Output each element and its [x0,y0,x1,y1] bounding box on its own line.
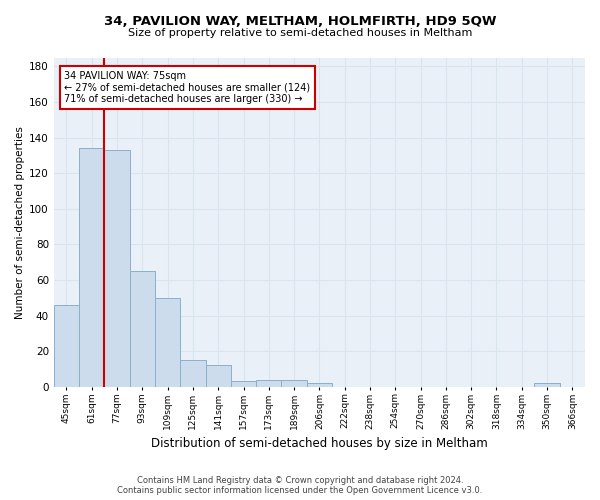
Bar [104,150,130,386]
Bar [130,271,155,386]
Y-axis label: Number of semi-detached properties: Number of semi-detached properties [15,126,25,318]
Bar [180,360,206,386]
Text: Size of property relative to semi-detached houses in Meltham: Size of property relative to semi-detach… [128,28,472,38]
X-axis label: Distribution of semi-detached houses by size in Meltham: Distribution of semi-detached houses by … [151,437,488,450]
Bar [256,380,281,386]
Bar [307,383,332,386]
Bar [535,383,560,386]
Bar [155,298,180,386]
Text: Contains HM Land Registry data © Crown copyright and database right 2024.
Contai: Contains HM Land Registry data © Crown c… [118,476,482,495]
Bar [79,148,104,386]
Bar [231,382,256,386]
Text: 34 PAVILION WAY: 75sqm
← 27% of semi-detached houses are smaller (124)
71% of se: 34 PAVILION WAY: 75sqm ← 27% of semi-det… [64,70,311,104]
Bar [54,305,79,386]
Bar [281,380,307,386]
Text: 34, PAVILION WAY, MELTHAM, HOLMFIRTH, HD9 5QW: 34, PAVILION WAY, MELTHAM, HOLMFIRTH, HD… [104,15,496,28]
Bar [206,366,231,386]
